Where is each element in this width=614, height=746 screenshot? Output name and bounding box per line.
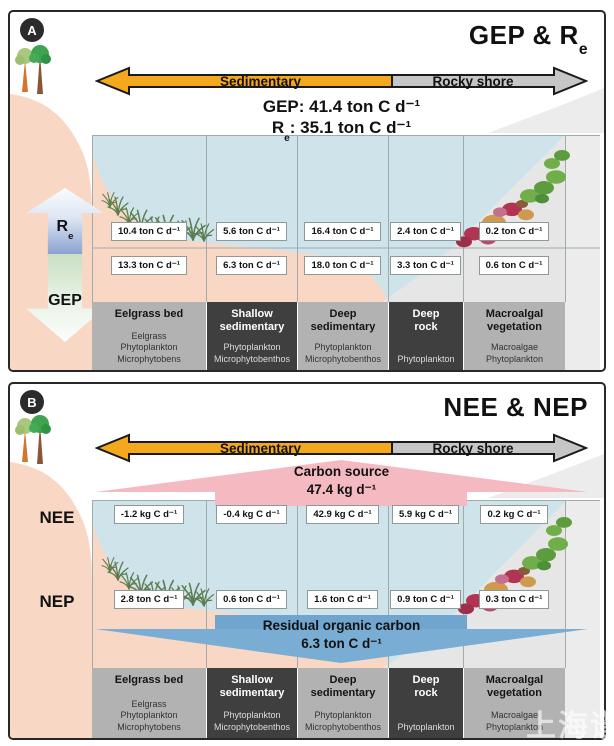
re-value-deep-sed: 16.4 ton C d⁻¹ bbox=[304, 222, 381, 241]
re-value-shallow: 5.6 ton C d⁻¹ bbox=[216, 222, 287, 241]
re-value-deep-rock: 2.4 ton C d⁻¹ bbox=[390, 222, 461, 241]
habitat-label-shallow-sedimentary: Shallow sedimentary Phytoplankton Microph… bbox=[206, 668, 297, 738]
panel-a-badge: A bbox=[20, 18, 44, 42]
nee-value-eelgrass: -1.2 kg C d⁻¹ bbox=[113, 505, 185, 524]
residual-text: Residual organic carbon 6.3 ton C d⁻¹ bbox=[262, 618, 421, 651]
nep-value-deep-rock: 0.9 ton C d⁻¹ bbox=[390, 590, 461, 609]
carbon-source-text: Carbon source 47.4 kg d⁻¹ bbox=[293, 464, 390, 497]
sedimentary-label: Sedimentary bbox=[219, 440, 302, 456]
panel-b-badge: B bbox=[20, 390, 44, 414]
nep-value-deep-sed: 1.6 ton C d⁻¹ bbox=[307, 590, 378, 609]
habitat-label-deep-sedimentary: Deep sedimentary Phytoplankton Microphyto… bbox=[297, 302, 388, 370]
panel-a-gep-re: A GEP & Re Sedimentary Rocky shore GEP: … bbox=[8, 10, 606, 372]
shore-gradient-arrow: Sedimentary Rocky shore bbox=[94, 433, 589, 463]
panel-b-title: NEE & NEP bbox=[443, 392, 588, 422]
panel-b-nee-nep: B NEE & NEP Sedimentary Rocky shore Carb… bbox=[8, 382, 606, 740]
habitat-label-deep-sedimentary: Deep sedimentary Phytoplankton Microphyto… bbox=[297, 668, 388, 738]
gep-flux-label: GEP bbox=[48, 292, 82, 309]
habitat-label-macroalgal-vegetation: Macroalgal vegetation Macroalgae Phytopla… bbox=[463, 668, 565, 738]
rocky-shore-label: Rocky shore bbox=[432, 440, 514, 456]
sedimentary-label: Sedimentary bbox=[219, 73, 302, 89]
nep-value-macroalgal: 0.3 ton C d⁻¹ bbox=[478, 590, 550, 609]
nep-value-eelgrass: 2.8 ton C d⁻¹ bbox=[113, 590, 185, 609]
nep-label: NEP bbox=[39, 592, 75, 611]
nee-value-deep-sed: 42.9 kg C d⁻¹ bbox=[306, 505, 379, 524]
trees-icon bbox=[15, 45, 51, 94]
panel-b-background bbox=[10, 454, 604, 738]
habitat-label-band: Eelgrass bed Eelgrass Phytoplankton Microp… bbox=[92, 302, 600, 370]
gep-value-shallow: 6.3 ton C d⁻¹ bbox=[216, 256, 287, 275]
nep-values-row: 2.8 ton C d⁻¹ 0.6 ton C d⁻¹ 1.6 ton C d⁻… bbox=[92, 590, 565, 609]
watermark: 上海谱 bbox=[526, 710, 614, 743]
gep-value-eelgrass: 13.3 ton C d⁻¹ bbox=[110, 256, 188, 275]
panel-a-title: GEP & Re bbox=[468, 20, 588, 59]
gep-total: GEP: 41.4 ton C d⁻¹ bbox=[262, 97, 421, 116]
nee-label: NEE bbox=[39, 508, 75, 527]
rocky-shore-label: Rocky shore bbox=[432, 73, 514, 89]
habitat-label-eelgrass-bed: Eelgrass bed Eelgrass Phytoplankton Microp… bbox=[92, 302, 206, 370]
gep-value-macroalgal: 0.6 ton C d⁻¹ bbox=[478, 256, 550, 275]
gep-value-deep-sed: 18.0 ton C d⁻¹ bbox=[304, 256, 381, 275]
label-band-filler bbox=[565, 668, 600, 738]
re-values-row: 10.4 ton C d⁻¹ 5.6 ton C d⁻¹ 16.4 ton C … bbox=[92, 222, 565, 241]
nep-value-shallow: 0.6 ton C d⁻¹ bbox=[216, 590, 287, 609]
gep-value-deep-rock: 3.3 ton C d⁻¹ bbox=[390, 256, 461, 275]
panel-a-habitat-scene bbox=[92, 135, 600, 302]
habitat-label-deep-rock: Deep rock Phytoplankton bbox=[388, 668, 463, 738]
carbon-source-arrow: Carbon source 47.4 kg d⁻¹ bbox=[95, 458, 588, 506]
down-wide-arrow-icon bbox=[95, 615, 588, 663]
habitat-label-band: Eelgrass bed Eelgrass Phytoplankton Microp… bbox=[92, 668, 600, 738]
double-arrow-icon bbox=[94, 433, 589, 463]
panel-a-summary: GEP: 41.4 ton C d⁻¹ Re: 35.1 ton C d⁻¹ bbox=[95, 96, 588, 145]
double-arrow-icon bbox=[94, 66, 589, 96]
gep-values-row: 13.3 ton C d⁻¹ 6.3 ton C d⁻¹ 18.0 ton C … bbox=[92, 256, 565, 275]
habitat-label-deep-rock: Deep rock Phytoplankton bbox=[388, 302, 463, 370]
nee-value-deep-rock: 5.9 kg C d⁻¹ bbox=[391, 505, 460, 524]
nee-value-macroalgal: 0.2 kg C d⁻¹ bbox=[480, 505, 548, 524]
habitat-label-macroalgal-vegetation: Macroalgal vegetation Macroalgae Phytopla… bbox=[463, 302, 565, 370]
habitat-label-eelgrass-bed: Eelgrass bed Eelgrass Phytoplankton Microp… bbox=[92, 668, 206, 738]
re-value-eelgrass: 10.4 ton C d⁻¹ bbox=[110, 222, 188, 241]
trees-icon bbox=[15, 415, 51, 464]
shore-gradient-arrow: Sedimentary Rocky shore bbox=[94, 66, 589, 96]
re-total: Re: 35.1 ton C d⁻¹ bbox=[271, 118, 412, 145]
up-wide-arrow-icon bbox=[95, 460, 588, 506]
residual-organic-carbon-arrow: Residual organic carbon 6.3 ton C d⁻¹ bbox=[95, 615, 588, 663]
re-value-macroalgal: 0.2 ton C d⁻¹ bbox=[478, 222, 550, 241]
nee-value-shallow: -0.4 kg C d⁻¹ bbox=[216, 505, 287, 524]
habitat-label-shallow-sedimentary: Shallow sedimentary Phytoplankton Microph… bbox=[206, 302, 297, 370]
nee-values-row: -1.2 kg C d⁻¹ -0.4 kg C d⁻¹ 42.9 kg C d⁻… bbox=[92, 505, 565, 524]
label-band-filler bbox=[565, 302, 600, 370]
re-flux-label: Re bbox=[56, 218, 74, 243]
